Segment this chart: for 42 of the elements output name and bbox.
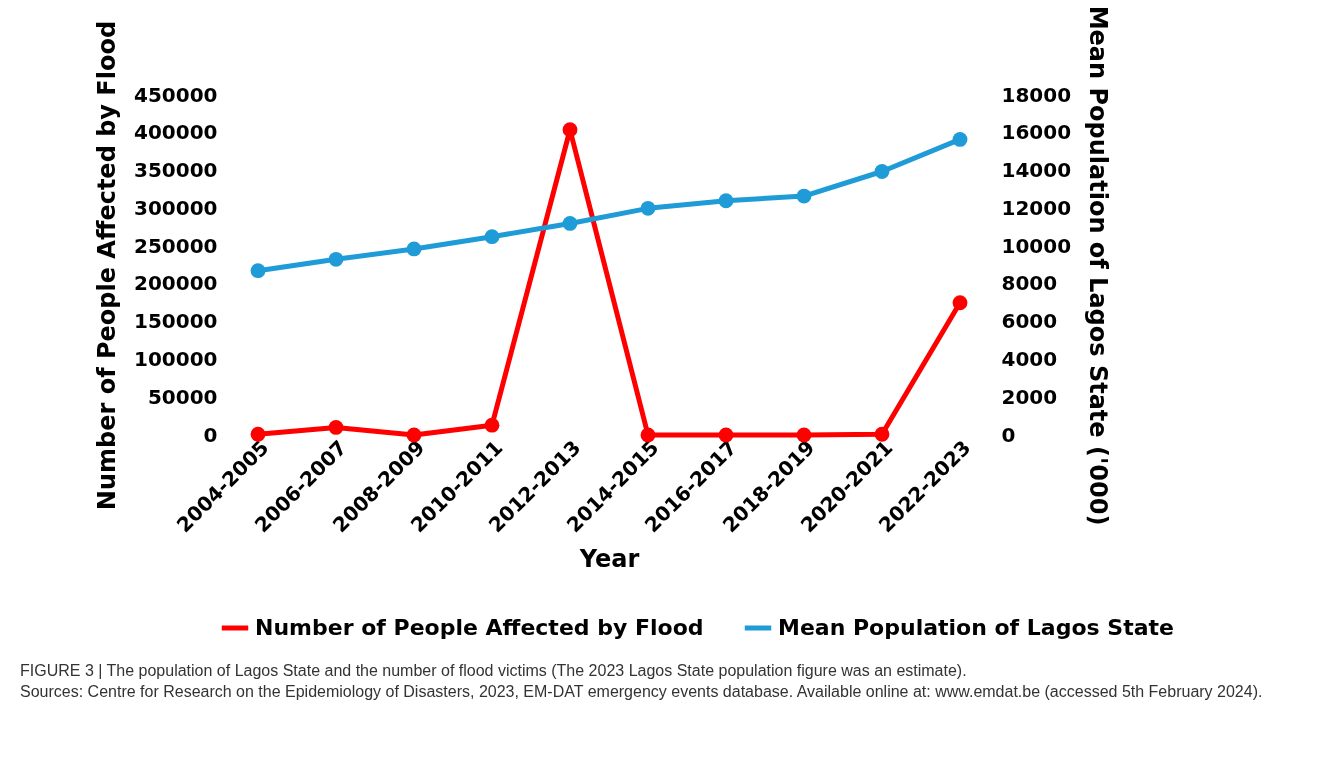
y-tick-label: 350000: [134, 158, 218, 183]
y2-tick-label: 18000: [1001, 82, 1072, 107]
y2-tick-label: 10000: [1001, 233, 1072, 258]
y-tick-label: 100000: [134, 346, 218, 371]
y-tick-label: 150000: [134, 309, 218, 334]
legend-label: Mean Population of Lagos State: [778, 615, 1174, 640]
y-tick-label: 400000: [134, 120, 218, 145]
source-note: Sources: Centre for Research on the Epidemiology of Disasters, 2023, EM-DAT emergency events database. Available online at: www.emdat.be (accessed 5th February 2024).: [20, 682, 1264, 702]
point: [718, 193, 734, 209]
y2-tick-label: 14000: [1001, 158, 1072, 183]
point: [484, 229, 500, 245]
y2-tick-label: 4000: [1001, 346, 1058, 371]
point: [874, 164, 890, 179]
y2-tick-label: 2000: [1001, 384, 1058, 409]
point: [874, 426, 890, 442]
point: [562, 122, 578, 138]
y-tick-label: 250000: [134, 233, 218, 258]
y-tick-label: 200000: [134, 271, 218, 296]
y-axis-title: Number of People Affected by Flood: [93, 20, 121, 511]
y2-tick-label: 16000: [1001, 120, 1072, 145]
point: [484, 417, 500, 433]
y2-tick-label: 12000: [1001, 195, 1072, 220]
point: [328, 251, 344, 267]
point: [406, 241, 422, 257]
y-tick-label: 450000: [134, 82, 218, 107]
point: [328, 420, 344, 435]
point: [250, 263, 266, 279]
y-tick-label: 300000: [134, 195, 218, 220]
y-tick-label: 0: [203, 422, 218, 447]
caption: FIGURE 3 | The population of Lagos State and the number of flood victims (The 2023 Lagos State population figure was an estimate).: [20, 661, 968, 681]
y2-tick-label: 6000: [1001, 309, 1058, 334]
y-tick-label: 50000: [147, 384, 218, 409]
y2-axis-title: Mean Population of Lagos State ('000): [1084, 5, 1113, 526]
legend-label: Number of People Affected by Flood: [255, 615, 704, 640]
point: [952, 295, 968, 311]
x-axis-title: Year: [578, 545, 640, 574]
y2-tick-label: 0: [1001, 422, 1016, 447]
point: [562, 216, 578, 231]
point: [952, 131, 968, 147]
point: [640, 200, 656, 216]
y2-tick-label: 8000: [1001, 271, 1058, 296]
point: [796, 188, 812, 204]
